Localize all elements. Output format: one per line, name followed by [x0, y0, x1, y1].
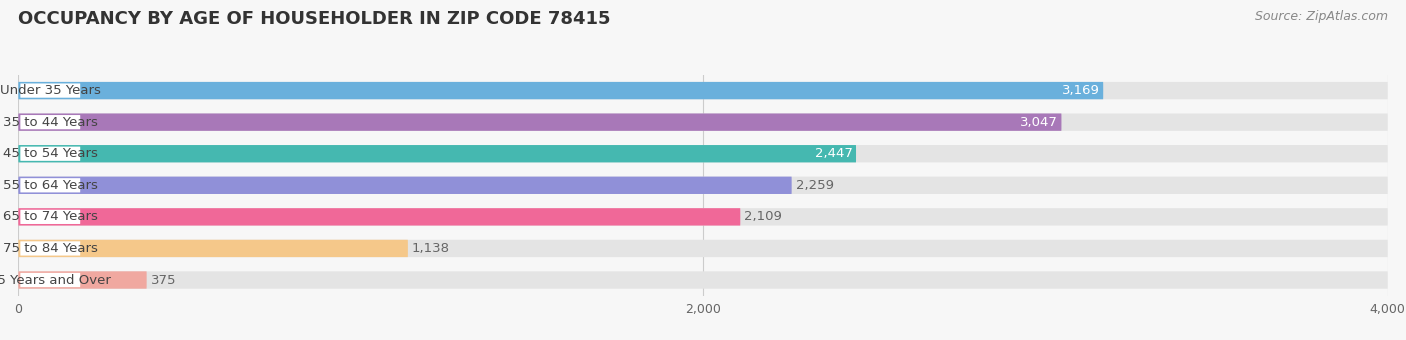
Text: 2,259: 2,259: [796, 179, 834, 192]
Text: 375: 375: [150, 273, 176, 287]
FancyBboxPatch shape: [18, 114, 1062, 131]
Text: 3,047: 3,047: [1021, 116, 1059, 129]
FancyBboxPatch shape: [18, 176, 1388, 194]
FancyBboxPatch shape: [20, 115, 80, 129]
FancyBboxPatch shape: [18, 271, 146, 289]
Text: OCCUPANCY BY AGE OF HOUSEHOLDER IN ZIP CODE 78415: OCCUPANCY BY AGE OF HOUSEHOLDER IN ZIP C…: [18, 10, 610, 28]
FancyBboxPatch shape: [18, 240, 1388, 257]
FancyBboxPatch shape: [20, 210, 80, 224]
Text: 75 to 84 Years: 75 to 84 Years: [3, 242, 98, 255]
Text: 2,447: 2,447: [814, 147, 852, 160]
FancyBboxPatch shape: [18, 208, 1388, 225]
Text: Source: ZipAtlas.com: Source: ZipAtlas.com: [1254, 10, 1388, 23]
FancyBboxPatch shape: [20, 241, 80, 256]
FancyBboxPatch shape: [18, 176, 792, 194]
FancyBboxPatch shape: [20, 273, 80, 287]
Text: 85 Years and Over: 85 Years and Over: [0, 273, 111, 287]
Text: 55 to 64 Years: 55 to 64 Years: [3, 179, 98, 192]
FancyBboxPatch shape: [18, 208, 741, 225]
FancyBboxPatch shape: [20, 178, 80, 192]
Text: 1,138: 1,138: [412, 242, 450, 255]
FancyBboxPatch shape: [18, 145, 856, 163]
FancyBboxPatch shape: [18, 82, 1388, 99]
FancyBboxPatch shape: [18, 240, 408, 257]
FancyBboxPatch shape: [18, 145, 1388, 163]
Text: 65 to 74 Years: 65 to 74 Years: [3, 210, 98, 223]
FancyBboxPatch shape: [20, 147, 80, 161]
Text: 35 to 44 Years: 35 to 44 Years: [3, 116, 98, 129]
FancyBboxPatch shape: [18, 271, 1388, 289]
FancyBboxPatch shape: [18, 82, 1104, 99]
Text: 45 to 54 Years: 45 to 54 Years: [3, 147, 98, 160]
FancyBboxPatch shape: [20, 83, 80, 98]
Text: 2,109: 2,109: [744, 210, 782, 223]
FancyBboxPatch shape: [18, 114, 1388, 131]
Text: Under 35 Years: Under 35 Years: [0, 84, 101, 97]
Text: 3,169: 3,169: [1062, 84, 1099, 97]
